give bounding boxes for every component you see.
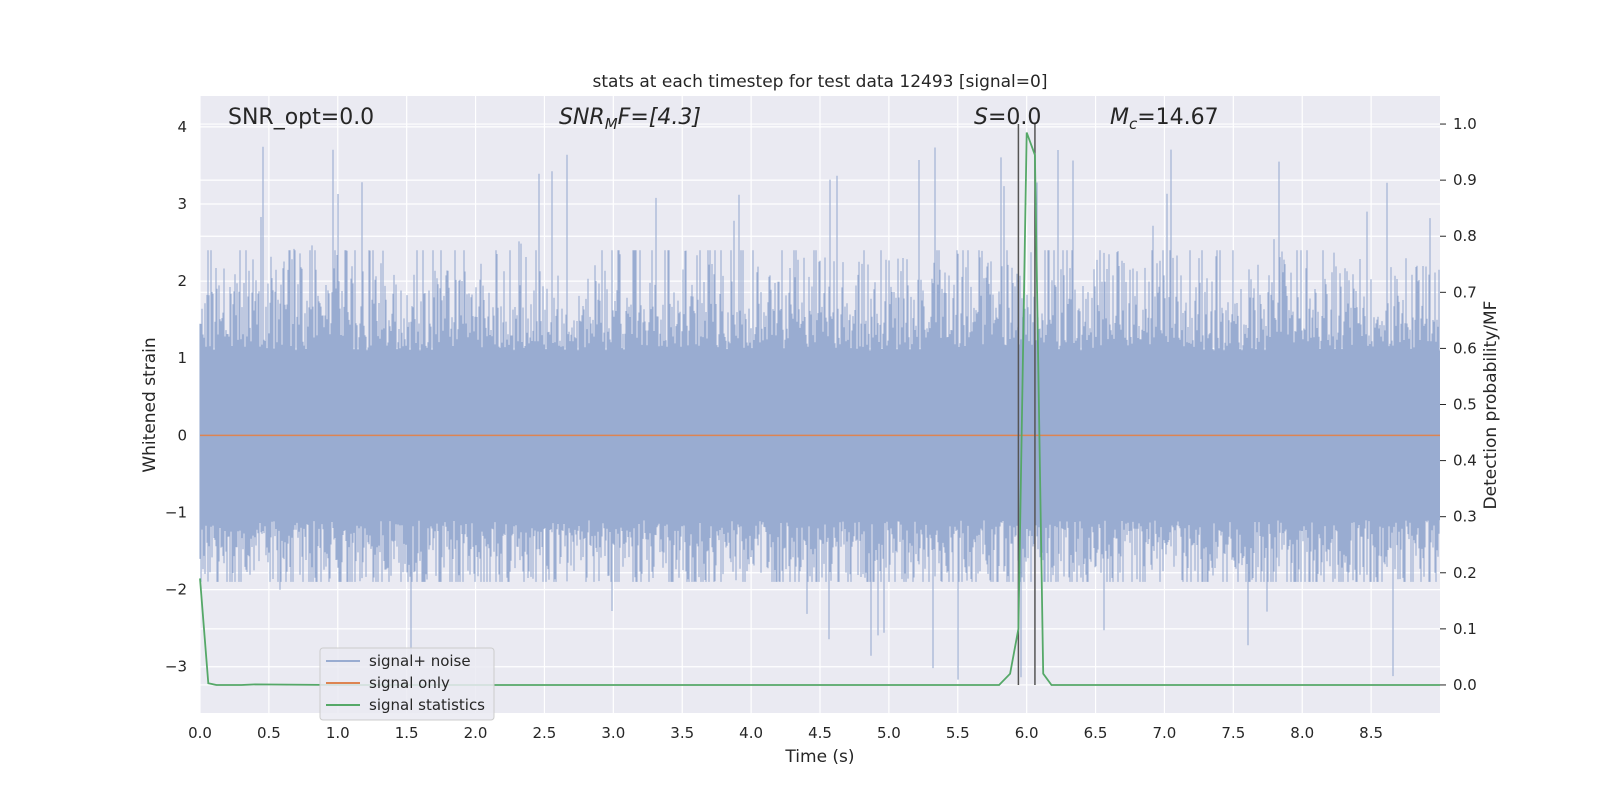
x-tick-label: 1.5	[395, 724, 419, 742]
y-tick-label-right: 0.1	[1453, 620, 1477, 638]
y-tick-label-right: 0.2	[1453, 564, 1477, 582]
x-tick-label: 0.0	[188, 724, 212, 742]
annotation-snr-mf-sub: M	[605, 115, 618, 133]
annotation-s: S=0.0	[974, 105, 1041, 130]
x-axis-label: Time (s)	[784, 747, 854, 767]
x-tick-label: 8.5	[1359, 724, 1383, 742]
y-tick-label-right: 0.3	[1453, 508, 1477, 526]
signal-statistics-line	[199, 132, 1440, 686]
chart-title: stats at each timestep for test data 124…	[593, 72, 1048, 92]
y-tick-label-left: −1	[165, 503, 187, 521]
x-tick-label: 5.5	[946, 724, 970, 742]
y-tick-label-left: 4	[177, 118, 187, 136]
y-tick-label-left: 2	[177, 272, 187, 290]
y-tick-label-right: 0.4	[1453, 452, 1477, 470]
y-tick-label-right: 0.9	[1453, 171, 1477, 189]
x-tick-label: 5.0	[877, 724, 901, 742]
y-tick-label-left: 3	[177, 195, 187, 213]
y-tick-label-left: 1	[177, 349, 187, 367]
annotation-mc-main: M	[1110, 105, 1129, 130]
annotation-snr-mf-rest: F=[4.3]	[618, 105, 701, 130]
y-axis-label-left: Whitened strain	[140, 337, 160, 472]
y-tick-label-right: 0.0	[1453, 676, 1477, 694]
legend-label-signal-only: signal only	[369, 674, 450, 692]
x-tick-label: 3.0	[601, 724, 625, 742]
annotation-s-rest: =0.0	[988, 105, 1041, 130]
y-tick-label-right: 0.7	[1453, 283, 1477, 301]
x-tick-label: 4.5	[808, 724, 832, 742]
legend-box	[319, 647, 495, 721]
annotation-mc: Mc=14.67	[1110, 105, 1219, 133]
y-tick-label-left: −3	[165, 658, 187, 676]
legend: signal+ noise signal only signal statist…	[319, 647, 495, 721]
y-tick-label-right: 0.8	[1453, 227, 1477, 245]
x-tick-label: 4.0	[739, 724, 763, 742]
x-tick-label: 8.0	[1290, 724, 1314, 742]
x-tick-label: 2.0	[464, 724, 488, 742]
annotation-snr-mf-main: SNR	[559, 105, 605, 130]
y-tick-label-right: 0.5	[1453, 396, 1477, 414]
annotation-snr-mf: SNRMF=[4.3]	[559, 105, 701, 133]
y-tick-label-left: −2	[165, 581, 187, 599]
x-tick-label: 3.5	[670, 724, 694, 742]
legend-label-noise: signal+ noise	[369, 652, 471, 670]
legend-label-statistics: signal statistics	[369, 696, 485, 714]
annotation-s-main: S	[974, 105, 988, 130]
y-tick-label-right: 1.0	[1453, 115, 1477, 133]
annotation-mc-rest: =14.67	[1137, 105, 1218, 130]
x-tick-label: 2.5	[533, 724, 557, 742]
y-axis-label-right: Detection probability/MF	[1481, 301, 1501, 510]
x-tick-label: 6.0	[1015, 724, 1039, 742]
y-tick-label-right: 0.6	[1453, 339, 1477, 357]
x-tick-label: 1.0	[326, 724, 350, 742]
x-tick-label: 7.5	[1221, 724, 1245, 742]
x-tick-label: 0.5	[257, 724, 281, 742]
tick-labels: 0.0 0.5 1.0 1.5 2.0 2.5 3.0 3.5 4.0 4.5 5.0 5.5 6.0 6…	[165, 115, 1477, 742]
x-tick-label: 6.5	[1084, 724, 1108, 742]
annotation-snr-opt: SNR_opt=0.0	[228, 105, 374, 130]
annotation-mc-sub: c	[1129, 115, 1138, 133]
x-tick-label: 7.0	[1153, 724, 1177, 742]
y-tick-label-left: 0	[177, 426, 187, 444]
